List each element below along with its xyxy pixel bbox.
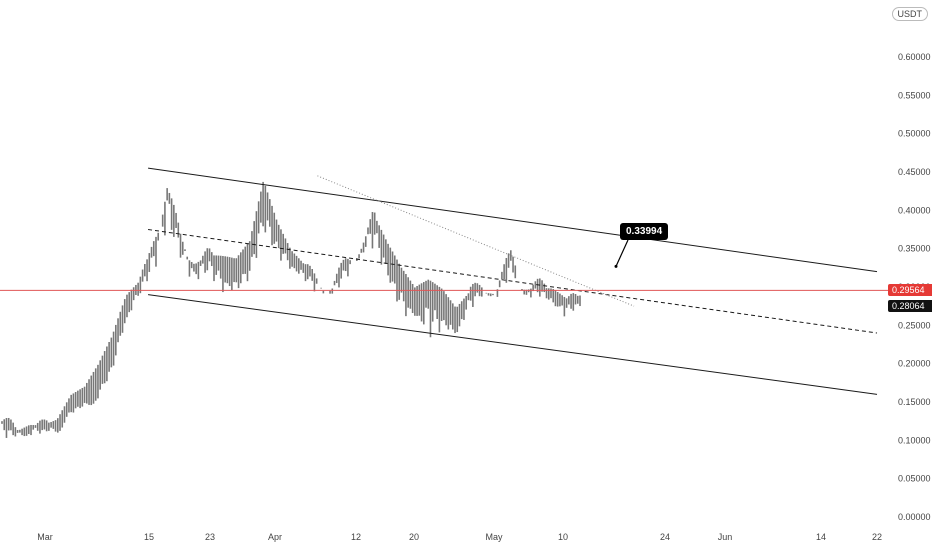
y-tick-label: 0.50000 (898, 129, 931, 139)
x-tick-label: 12 (351, 532, 361, 542)
price-callout: 0.33994 (620, 223, 669, 240)
price-tag-last-price: 0.28064 (888, 299, 932, 312)
x-tick-label: 15 (144, 532, 154, 542)
candle-series (1, 181, 581, 438)
channel-middle-dashed-line (148, 229, 878, 334)
y-tick-label: 0.35000 (898, 244, 931, 254)
x-tick-label: 14 (816, 532, 826, 542)
price-tag-current-line: 0.29564 (888, 284, 932, 297)
x-tick-label: 20 (409, 532, 419, 542)
x-tick-label: 10 (558, 532, 568, 542)
x-tick-label: May (485, 532, 503, 542)
y-tick-label: 0.20000 (898, 359, 931, 369)
y-tick-label: 0.05000 (898, 474, 931, 484)
x-tick-label: 23 (205, 532, 215, 542)
diagonal-dotted-trendline (317, 175, 635, 307)
x-tick-label: Jun (718, 532, 733, 542)
x-tick-label: 24 (660, 532, 670, 542)
channel-upper-line (148, 167, 878, 273)
y-tick-label: 0.60000 (898, 52, 931, 62)
callout-pointer (615, 239, 629, 267)
x-axis: Mar 15 23 Apr 12 20 May 10 24 Jun 14 22 (37, 532, 882, 542)
y-tick-label: 0.55000 (898, 90, 931, 100)
channel-overlays (0, 167, 888, 395)
y-tick-label: 0.25000 (898, 320, 931, 330)
y-tick-label: 0.10000 (898, 435, 931, 445)
y-tick-label: 0.45000 (898, 167, 931, 177)
y-tick-label: 0.00000 (898, 512, 931, 522)
callout-anchor-dot (614, 264, 618, 268)
x-tick-label: Apr (268, 532, 282, 542)
x-tick-label: 22 (872, 532, 882, 542)
y-tick-label: 0.15000 (898, 397, 931, 407)
currency-selector[interactable]: USDT (891, 7, 928, 21)
channel-lower-line (148, 294, 878, 395)
y-tick-label: 0.40000 (898, 205, 931, 215)
x-tick-label: Mar (37, 532, 53, 542)
